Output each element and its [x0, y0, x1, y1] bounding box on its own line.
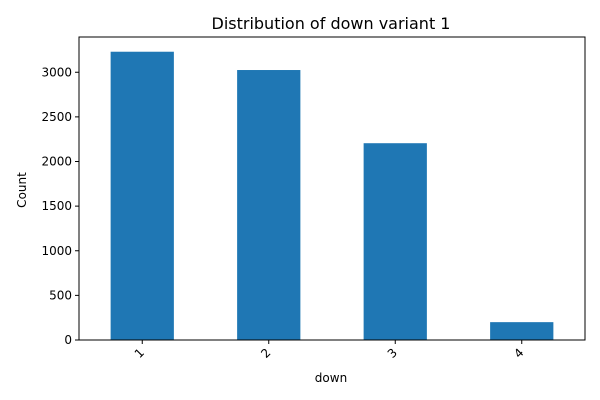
y-tick-label: 500: [49, 288, 72, 302]
y-tick-label: 2500: [41, 110, 72, 124]
bar-1: [110, 51, 174, 340]
plot-area: 0 500 1000 1500 2000 2500 3000 1 2 3 4: [41, 36, 586, 361]
y-tick-label: 0: [64, 333, 72, 347]
x-axis-label: down: [315, 371, 347, 385]
chart-title: Distribution of down variant 1: [212, 14, 451, 33]
y-axis-label: Count: [15, 172, 29, 208]
y-tick-label: 3000: [41, 65, 72, 79]
x-tick-label: 3: [385, 346, 400, 361]
x-tick-label: 2: [258, 346, 273, 361]
y-tick-label: 2000: [41, 155, 72, 169]
bar-4: [490, 322, 554, 340]
y-tick-label: 1500: [41, 199, 72, 213]
bar-3: [363, 143, 427, 340]
x-tick-label: 1: [132, 346, 147, 361]
x-tick-label: 4: [511, 346, 526, 361]
y-tick-label: 1000: [41, 244, 72, 258]
plot-frame: [78, 36, 586, 341]
bar-2: [237, 70, 301, 340]
